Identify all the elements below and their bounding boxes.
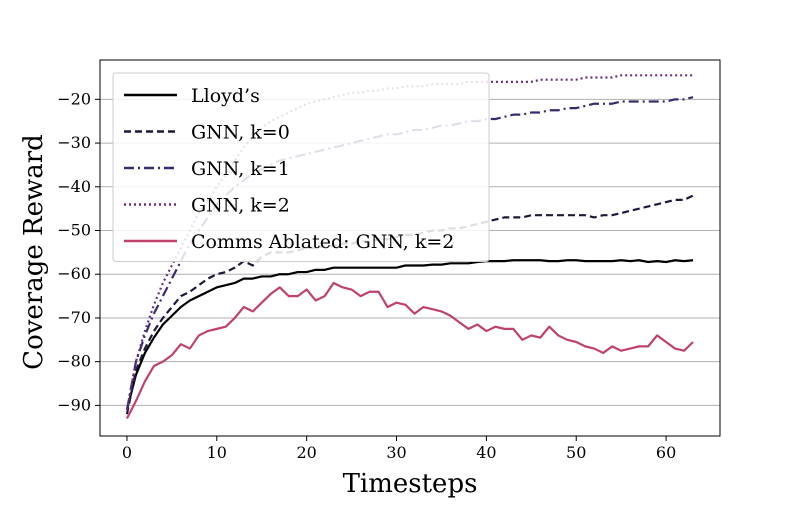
x-tick-label: 40 — [476, 443, 496, 462]
x-tick-label: 30 — [386, 443, 406, 462]
y-tick-label: −70 — [57, 308, 91, 327]
y-tick-label: −30 — [57, 133, 91, 152]
x-tick-label: 20 — [296, 443, 316, 462]
y-tick-label: −20 — [57, 89, 91, 108]
series-line-5 — [125, 281, 694, 420]
x-tick-label: 10 — [207, 443, 227, 462]
y-tick-label: −40 — [57, 177, 91, 196]
legend-label: GNN, k=0 — [191, 122, 290, 144]
x-axis-title: Timesteps — [343, 469, 478, 499]
plot-frame — [99, 59, 721, 437]
x-tick-label: 50 — [566, 443, 586, 462]
legend: Lloyd’s GNN, k=0 GNN, k=1 GNN, k=2 Comms Abl… — [112, 72, 490, 262]
x-tick-label: 0 — [122, 443, 132, 462]
y-tick-label: −80 — [57, 352, 91, 371]
y-tick-label: −90 — [57, 395, 91, 414]
legend-box — [112, 72, 490, 262]
series-line-3 — [125, 96, 694, 410]
series-line-1 — [125, 259, 694, 411]
y-axis-title: Coverage Reward — [19, 134, 49, 370]
legend-label: GNN, k=2 — [191, 195, 290, 217]
legend-label: Comms Ablated: GNN, k=2 — [191, 231, 454, 253]
y-tick-label: −60 — [57, 264, 91, 283]
legend-label: Lloyd’s — [191, 85, 260, 107]
legend-label: GNN, k=1 — [191, 158, 290, 180]
y-tick-label: −50 — [57, 221, 91, 240]
x-tick-label: 60 — [656, 443, 676, 462]
ticks-layer: 0 10 20 30 40 50 60 −90 −80 −70 −60 −50 −40 −30 −20 — [57, 89, 676, 462]
